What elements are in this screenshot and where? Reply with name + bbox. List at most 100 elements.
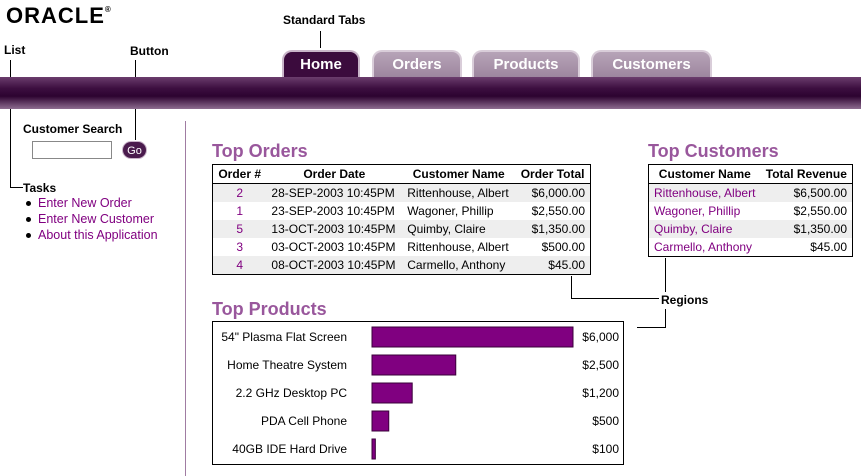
products-bar-chart: 54" Plasma Flat Screen $6,000 Home Theatre… [221, 326, 619, 460]
product-bar [371, 326, 574, 348]
product-label: 2.2 GHz Desktop PC [236, 386, 348, 400]
top-orders-title: Top Orders [212, 141, 308, 161]
task-item[interactable]: Enter New Customer [26, 211, 158, 227]
order-total: $500.00 [541, 240, 585, 254]
tasks-label: Tasks [23, 181, 57, 195]
table-header-row: Order # Order Date Customer Name Order T… [212, 164, 591, 184]
order-number-link[interactable]: 3 [236, 240, 244, 254]
order-total: $1,350.00 [515, 220, 591, 238]
column-header: Customer Name [648, 164, 761, 184]
callout-list: List [4, 43, 26, 57]
product-label: 54" Plasma Flat Screen [221, 330, 347, 344]
order-date: 08-OCT-2003 10:45PM [266, 256, 403, 275]
callout-button: Button [130, 44, 169, 58]
product-value-label: $2,500 [582, 358, 619, 372]
product-bar [371, 382, 413, 404]
callout-line-list-h [10, 187, 23, 188]
table-row: Carmello, Anthony $45.00 [649, 238, 853, 257]
column-header: Order Total [515, 164, 591, 184]
customer-link[interactable]: Wagoner, Phillip [654, 204, 741, 218]
total-revenue: $45.00 [810, 240, 847, 254]
customer-name: Carmello, Anthony [402, 256, 516, 275]
order-date: 23-SEP-2003 10:45PM [271, 204, 395, 218]
top-orders-table: Order # Order Date Customer Name Order T… [212, 164, 591, 275]
tasks-list: Enter New Order Enter New Customer About… [26, 195, 158, 243]
order-number-link[interactable]: 4 [236, 258, 244, 272]
table-row: 1 23-SEP-2003 10:45PM Wagoner, Phillip $… [213, 202, 591, 220]
top-products-title: Top Products [212, 299, 327, 319]
product-value-label: $1,200 [582, 386, 619, 400]
bullet-icon [26, 201, 31, 207]
product-bar [371, 410, 390, 432]
product-label: PDA Cell Phone [261, 414, 347, 428]
order-total: $45.00 [515, 256, 591, 275]
tab-customers[interactable]: Customers [591, 50, 712, 77]
column-header: Total Revenue [760, 164, 853, 184]
total-revenue: $1,350.00 [760, 220, 853, 238]
customer-name: Quimby, Claire [402, 220, 516, 238]
table-header-row: Customer Name Total Revenue [648, 164, 853, 184]
order-total: $6,000.00 [515, 183, 591, 202]
order-number-link[interactable]: 2 [236, 186, 244, 200]
table-row: 5 13-OCT-2003 10:45PM Quimby, Claire $1,… [212, 220, 591, 238]
product-bar [371, 354, 457, 376]
customer-name: Rittenhouse, Albert [407, 240, 509, 254]
task-link-enter-new-order[interactable]: Enter New Order [38, 196, 132, 210]
callout-line-regions-e [637, 327, 666, 328]
customer-name: Wagoner, Phillip [407, 204, 494, 218]
product-value-label: $500 [592, 414, 619, 428]
callout-line-regions-b [571, 298, 659, 299]
customer-search-label: Customer Search [23, 122, 123, 136]
top-customers-title: Top Customers [648, 141, 779, 161]
sidebar-divider [185, 121, 186, 476]
tab-products[interactable]: Products [472, 50, 580, 77]
callout-line-tabs [320, 31, 321, 48]
top-customers-table: Customer Name Total Revenue Rittenhouse,… [648, 164, 853, 257]
table-row: Wagoner, Phillip $2,550.00 [649, 202, 853, 220]
order-number-link[interactable]: 1 [236, 204, 244, 218]
customer-link[interactable]: Quimby, Claire [654, 222, 733, 236]
customer-name: Rittenhouse, Albert [402, 183, 516, 202]
table-row: 2 28-SEP-2003 10:45PM Rittenhouse, Alber… [212, 183, 591, 202]
total-revenue: $6,500.00 [760, 183, 853, 202]
product-label: Home Theatre System [227, 358, 347, 372]
order-number-link[interactable]: 5 [236, 222, 244, 236]
order-date: 13-OCT-2003 10:45PM [266, 220, 403, 238]
bullet-icon [26, 233, 31, 239]
total-revenue: $2,550.00 [793, 204, 847, 218]
column-header: Order Date [266, 164, 403, 184]
header-banner [0, 77, 861, 109]
oracle-logo: ORACLE® [6, 3, 112, 28]
table-row: 4 08-OCT-2003 10:45PM Carmello, Anthony … [212, 256, 591, 275]
task-item[interactable]: About this Application [26, 227, 158, 243]
order-date: 28-SEP-2003 10:45PM [266, 183, 403, 202]
callout-line-list [10, 60, 11, 187]
order-date: 03-OCT-2003 10:45PM [271, 240, 396, 254]
product-label: 40GB IDE Hard Drive [232, 442, 347, 456]
product-value-label: $100 [592, 442, 619, 456]
task-link-about[interactable]: About this Application [38, 228, 158, 242]
table-row: Quimby, Claire $1,350.00 [648, 220, 853, 238]
callout-line-regions-a [571, 276, 572, 298]
task-link-enter-new-customer[interactable]: Enter New Customer [38, 212, 155, 226]
callout-regions: Regions [661, 293, 709, 307]
table-row: Rittenhouse, Albert $6,500.00 [648, 183, 853, 202]
go-button[interactable]: Go [122, 141, 147, 159]
product-value-label: $6,000 [582, 330, 619, 344]
task-item[interactable]: Enter New Order [26, 195, 158, 211]
customer-link[interactable]: Carmello, Anthony [654, 240, 753, 254]
callout-standard-tabs: Standard Tabs [283, 13, 366, 27]
callout-line-regions-d [665, 309, 666, 327]
product-bar [371, 438, 376, 460]
column-header: Customer Name [402, 164, 516, 184]
tab-orders[interactable]: Orders [372, 50, 462, 77]
bullet-icon [26, 217, 31, 223]
column-header: Order # [212, 164, 267, 184]
top-products-chart: 54" Plasma Flat Screen $6,000 Home Theatre… [212, 321, 624, 465]
table-row: 3 03-OCT-2003 10:45PM Rittenhouse, Alber… [213, 238, 591, 256]
customer-link[interactable]: Rittenhouse, Albert [654, 186, 756, 200]
order-total: $2,550.00 [531, 204, 585, 218]
customer-search-input[interactable] [32, 141, 112, 159]
tab-home[interactable]: Home [282, 50, 360, 77]
callout-line-regions-c [665, 258, 666, 292]
